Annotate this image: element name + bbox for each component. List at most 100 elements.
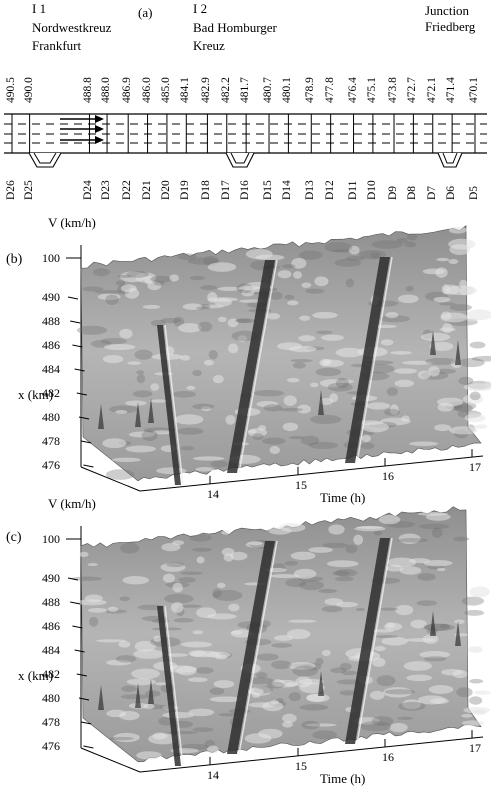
surface-texture (314, 276, 329, 287)
surface-texture (403, 661, 432, 671)
surface-texture (151, 353, 183, 360)
surface-texture (439, 302, 456, 306)
trough-highlight (238, 540, 278, 755)
surface-texture (283, 395, 297, 406)
surface-texture (348, 245, 360, 255)
surface-texture (442, 323, 453, 334)
surface-texture (105, 294, 119, 305)
surface-texture (195, 467, 215, 472)
y-tick (76, 673, 87, 677)
y-tick-label: 484 (42, 362, 60, 376)
surface-texture (466, 309, 491, 321)
y-tick-label: 480 (42, 691, 60, 705)
surface-texture (309, 414, 342, 424)
surface-texture (150, 383, 160, 391)
surface-texture (192, 547, 212, 552)
ramp-inner (230, 152, 250, 164)
surface-texture (87, 563, 98, 567)
surface-texture (321, 649, 331, 657)
surface-texture (216, 582, 226, 588)
surface-texture (425, 513, 451, 521)
surface-texture (228, 603, 240, 612)
x-tick-label: 15 (295, 478, 307, 492)
surface-texture (462, 394, 484, 405)
surface-texture (288, 619, 317, 623)
surface-texture (152, 430, 172, 435)
surface-texture (472, 709, 487, 716)
surface-texture (279, 407, 304, 412)
surface-texture (410, 619, 427, 629)
surface-texture (372, 629, 395, 633)
surface-texture (262, 701, 284, 712)
surface-texture (300, 435, 320, 446)
surface-texture (324, 241, 353, 253)
surface-texture (255, 254, 285, 261)
surface-texture (423, 623, 451, 631)
surface-texture (430, 698, 449, 705)
surface-texture (382, 687, 413, 698)
surface-texture (397, 294, 419, 304)
surface-texture (437, 397, 464, 407)
surface-texture (125, 445, 156, 453)
surface-texture (405, 285, 414, 292)
surface-texture (336, 601, 358, 608)
y-tick-label: 488 (42, 314, 60, 328)
surface-texture (127, 361, 142, 365)
surface-texture (153, 635, 162, 642)
surface-texture (141, 430, 158, 442)
z-tick-label: 100 (42, 251, 60, 265)
surface-texture (271, 660, 292, 670)
x-tick-label: 16 (382, 750, 394, 764)
surface-texture (87, 607, 108, 613)
surface-texture (160, 317, 182, 324)
congestion-trough (157, 606, 181, 766)
surface-texture (461, 720, 484, 726)
surface-texture (152, 732, 168, 740)
surface-texture (203, 359, 214, 366)
surface-texture (286, 628, 311, 640)
surface-texture (187, 677, 208, 683)
surface-texture (308, 441, 339, 450)
panel-a-tag: (a) (138, 5, 153, 20)
surface-plot-b: V (km/h) 100 490 488 486 484 482 480 478 476 x (km… (18, 215, 491, 505)
surface-texture (334, 258, 361, 267)
surface-texture (132, 390, 153, 398)
surface-texture (142, 304, 161, 309)
y-axis-label: x (km) (18, 668, 53, 683)
surface-texture (170, 602, 184, 613)
surface-texture (277, 342, 303, 351)
surface-texture (401, 415, 410, 422)
surface-texture (290, 359, 313, 363)
surface-texture (134, 349, 153, 360)
surface-texture (266, 313, 281, 320)
surface-texture (92, 268, 110, 277)
y-tick (67, 577, 79, 581)
minor-jam (148, 398, 154, 423)
y-tick-label: 476 (42, 739, 60, 753)
surface-texture (196, 607, 217, 619)
surface-texture (312, 311, 338, 319)
surface-texture (371, 716, 394, 727)
y-tick (83, 464, 94, 468)
surface-texture (329, 393, 339, 403)
surface-texture (192, 369, 202, 377)
surface-texture (115, 655, 137, 663)
surface-texture (200, 303, 211, 309)
minor-jam (455, 621, 461, 646)
surface-texture (119, 271, 146, 283)
surface-texture (126, 678, 156, 686)
surface-texture (209, 687, 225, 695)
surface-texture (210, 460, 229, 468)
surface-texture (178, 604, 202, 608)
congestion-trough (345, 538, 390, 744)
surface-texture (196, 306, 211, 310)
surface-texture (374, 645, 386, 652)
surface-texture (197, 321, 213, 332)
surface-texture (212, 374, 224, 384)
surface-texture (395, 604, 414, 616)
surface-texture (454, 619, 465, 624)
surface-texture (298, 580, 325, 591)
surface-texture (82, 286, 104, 292)
surface-texture (119, 711, 140, 721)
surface-texture (326, 560, 359, 568)
